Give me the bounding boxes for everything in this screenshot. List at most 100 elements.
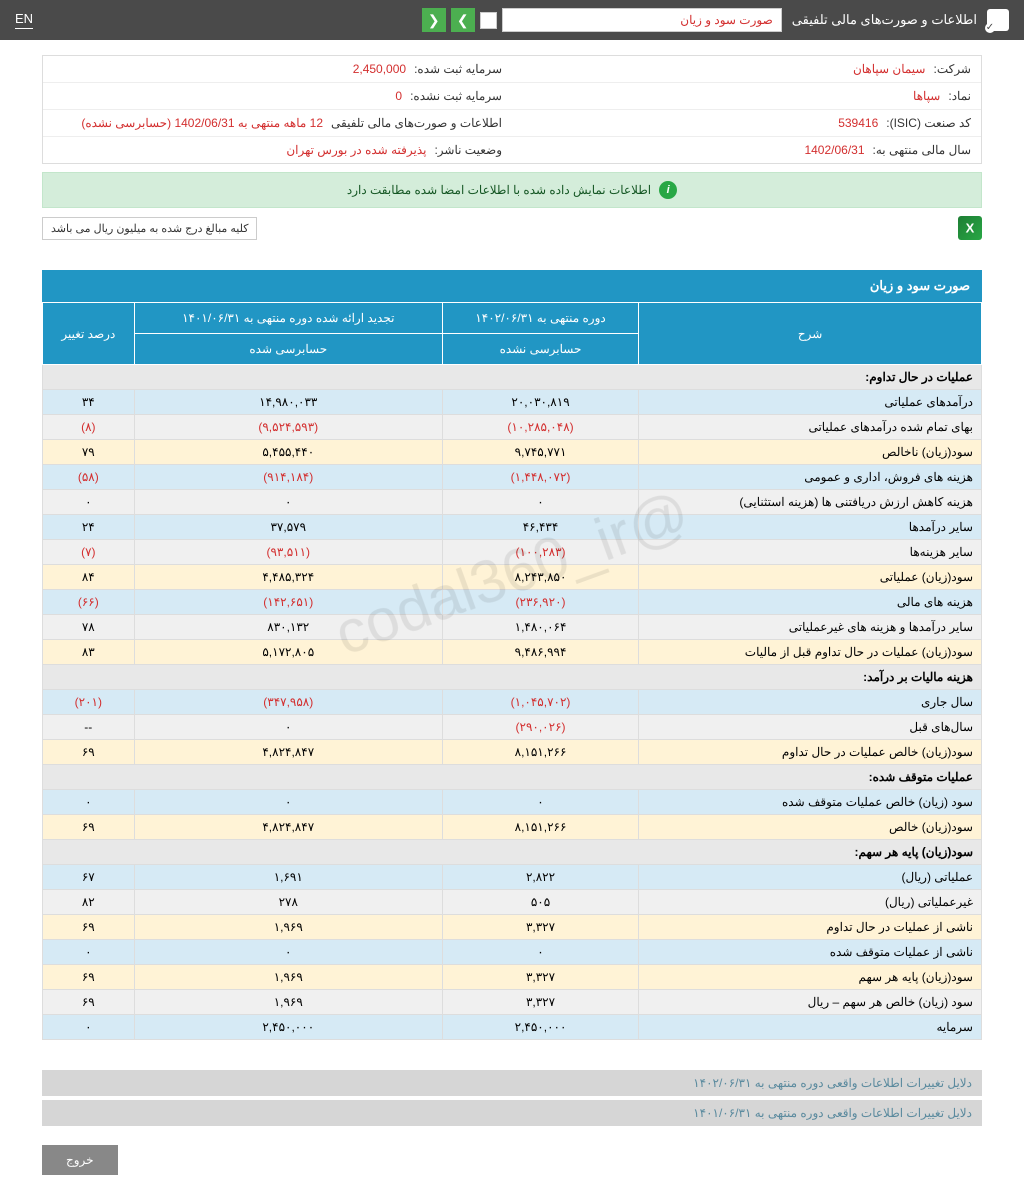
cell-value: ۱,۹۶۹ [134,965,442,990]
col-desc: شرح [639,303,982,365]
cell-value: (۶۶) [43,590,135,615]
excel-export-button[interactable] [958,216,982,240]
row-desc: سود(زیان) پایه هر سهم [639,965,982,990]
row-desc: غیرعملیاتی (ریال) [639,890,982,915]
nav-prev-button[interactable]: ❮ [422,8,446,32]
row-desc: هزینه کاهش ارزش دریافتنی ها (هزینه استثن… [639,490,982,515]
cell-value: (۵۸) [43,465,135,490]
cell-value: ۵,۱۷۲,۸۰۵ [134,640,442,665]
currency-note: کلیه مبالغ درج شده به میلیون ریال می باش… [42,217,257,240]
cell-value: ۰ [43,490,135,515]
cell-value: ۳۷,۵۷۹ [134,515,442,540]
report-dropdown[interactable]: صورت سود و زیان [502,8,782,32]
cell-value: ۴,۴۸۵,۳۲۴ [134,565,442,590]
cell-value: ۳,۳۲۷ [442,965,638,990]
cell-value: (۱۰,۲۸۵,۰۴۸) [442,415,638,440]
cell-value: ۸,۲۴۳,۸۵۰ [442,565,638,590]
exit-button[interactable]: خروج [42,1145,118,1175]
cell-value: ۵,۴۵۵,۴۴۰ [134,440,442,465]
cell-value: ۱,۹۶۹ [134,915,442,940]
row-desc: سود (زیان) خالص عملیات متوقف شده [639,790,982,815]
footer-bar-2[interactable]: دلایل تغییرات اطلاعات واقعی دوره منتهی ب… [42,1100,982,1126]
col-period1: دوره منتهی به ۱۴۰۲/۰۶/۳۱ [442,303,638,334]
row-desc: سایر درآمدها و هزینه های غیرعملیاتی [639,615,982,640]
notice-text: اطلاعات نمایش داده شده با اطلاعات امضا ش… [347,183,651,197]
cell-value: ۲,۸۲۲ [442,865,638,890]
cell-value: ۳,۳۲۷ [442,915,638,940]
cell-value: ۸۳ [43,640,135,665]
nav-next-button[interactable]: ❯ [451,8,475,32]
row-desc: سود(زیان) عملیات در حال تداوم قبل از مال… [639,640,982,665]
row-desc: ناشی از عملیات متوقف شده [639,940,982,965]
cell-value: ۰ [43,790,135,815]
footer-bar-1[interactable]: دلایل تغییرات اطلاعات واقعی دوره منتهی ب… [42,1070,982,1096]
cell-value: ۹,۴۸۶,۹۹۴ [442,640,638,665]
col-change: درصد تغییر [43,303,135,365]
cell-value: ۵۰۵ [442,890,638,915]
row-desc: سال جاری [639,690,982,715]
profit-loss-table: شرح دوره منتهی به ۱۴۰۲/۰۶/۳۱ تجدید ارائه… [42,302,982,1040]
notice-bar: i اطلاعات نمایش داده شده با اطلاعات امضا… [42,172,982,208]
row-desc: درآمدهای عملیاتی [639,390,982,415]
cell-value: ۸۲ [43,890,135,915]
company-label: شرکت: [933,62,971,76]
fiscal-label: سال مالی منتهی به: [873,143,971,157]
capital-unreg-label: سرمایه ثبت نشده: [410,89,502,103]
row-header: عملیات در حال تداوم: [43,365,982,390]
row-desc: سال‌های قبل [639,715,982,740]
cell-value: ۰ [442,940,638,965]
cell-value: ۸,۱۵۱,۲۶۶ [442,815,638,840]
row-desc: سود(زیان) عملیاتی [639,565,982,590]
row-desc: بهای تمام شده درآمدهای عملیاتی [639,415,982,440]
info-icon: i [659,181,677,199]
page-title: اطلاعات و صورت‌های مالی تلفیقی [792,12,977,28]
cell-value: ۲,۴۵۰,۰۰۰ [442,1015,638,1040]
cell-value: ۸,۱۵۱,۲۶۶ [442,740,638,765]
row-desc: سود(زیان) ناخالص [639,440,982,465]
fiscal-value: 1402/06/31 [804,143,864,157]
row-desc: هزینه های مالی [639,590,982,615]
col-period2: تجدید ارائه شده دوره منتهی به ۱۴۰۱/۰۶/۳۱ [134,303,442,334]
cell-value: ۶۹ [43,815,135,840]
cell-value: (۱۴۲,۶۵۱) [134,590,442,615]
cell-value: (۱۰۰,۲۸۳) [442,540,638,565]
cell-value: (۹۳,۵۱۱) [134,540,442,565]
cell-value: ۰ [43,1015,135,1040]
dropdown-arrow-icon[interactable]: ▾ [480,12,497,29]
cell-value: ۳,۳۲۷ [442,990,638,1015]
cell-value: (۷) [43,540,135,565]
cell-value: ۲,۴۵۰,۰۰۰ [134,1015,442,1040]
row-desc: سود(زیان) خالص [639,815,982,840]
cell-value: ۳۴ [43,390,135,415]
cell-value: ۸۴ [43,565,135,590]
cell-value: (۱,۴۴۸,۰۷۲) [442,465,638,490]
section-title: صورت سود و زیان [42,270,982,302]
cell-value: (۲۳۶,۹۲۰) [442,590,638,615]
cell-value: ۴,۸۲۴,۸۴۷ [134,815,442,840]
language-toggle[interactable]: EN [15,11,33,29]
symbol-value: سپاها [913,89,940,103]
cell-value: ۰ [442,490,638,515]
row-desc: عملیاتی (ریال) [639,865,982,890]
cell-value: (۱,۰۴۵,۷۰۲) [442,690,638,715]
cell-value: ۲۷۸ [134,890,442,915]
cell-value: ۱,۶۹۱ [134,865,442,890]
statements-value: 12 ماهه منتهی به 1402/06/31 (حسابرسی نشد… [81,116,323,130]
cell-value: ۰ [134,715,442,740]
cell-value: ۰ [43,940,135,965]
row-desc: ناشی از عملیات در حال تداوم [639,915,982,940]
cell-value: ۶۹ [43,740,135,765]
cell-value: ۱,۹۶۹ [134,990,442,1015]
capital-reg-value: 2,450,000 [353,62,406,76]
symbol-label: نماد: [948,89,971,103]
cell-value: (۲۹۰,۰۲۶) [442,715,638,740]
row-header: عملیات متوقف شده: [43,765,982,790]
top-bar: اطلاعات و صورت‌های مالی تلفیقی صورت سود … [0,0,1024,40]
cell-value: ۶۹ [43,915,135,940]
cell-value: ۲۰,۰۳۰,۸۱۹ [442,390,638,415]
cell-value: ۷۹ [43,440,135,465]
cell-value: ۹,۷۴۵,۷۷۱ [442,440,638,465]
cell-value: ۷۸ [43,615,135,640]
cell-value: ۶۹ [43,965,135,990]
cell-value: -- [43,715,135,740]
